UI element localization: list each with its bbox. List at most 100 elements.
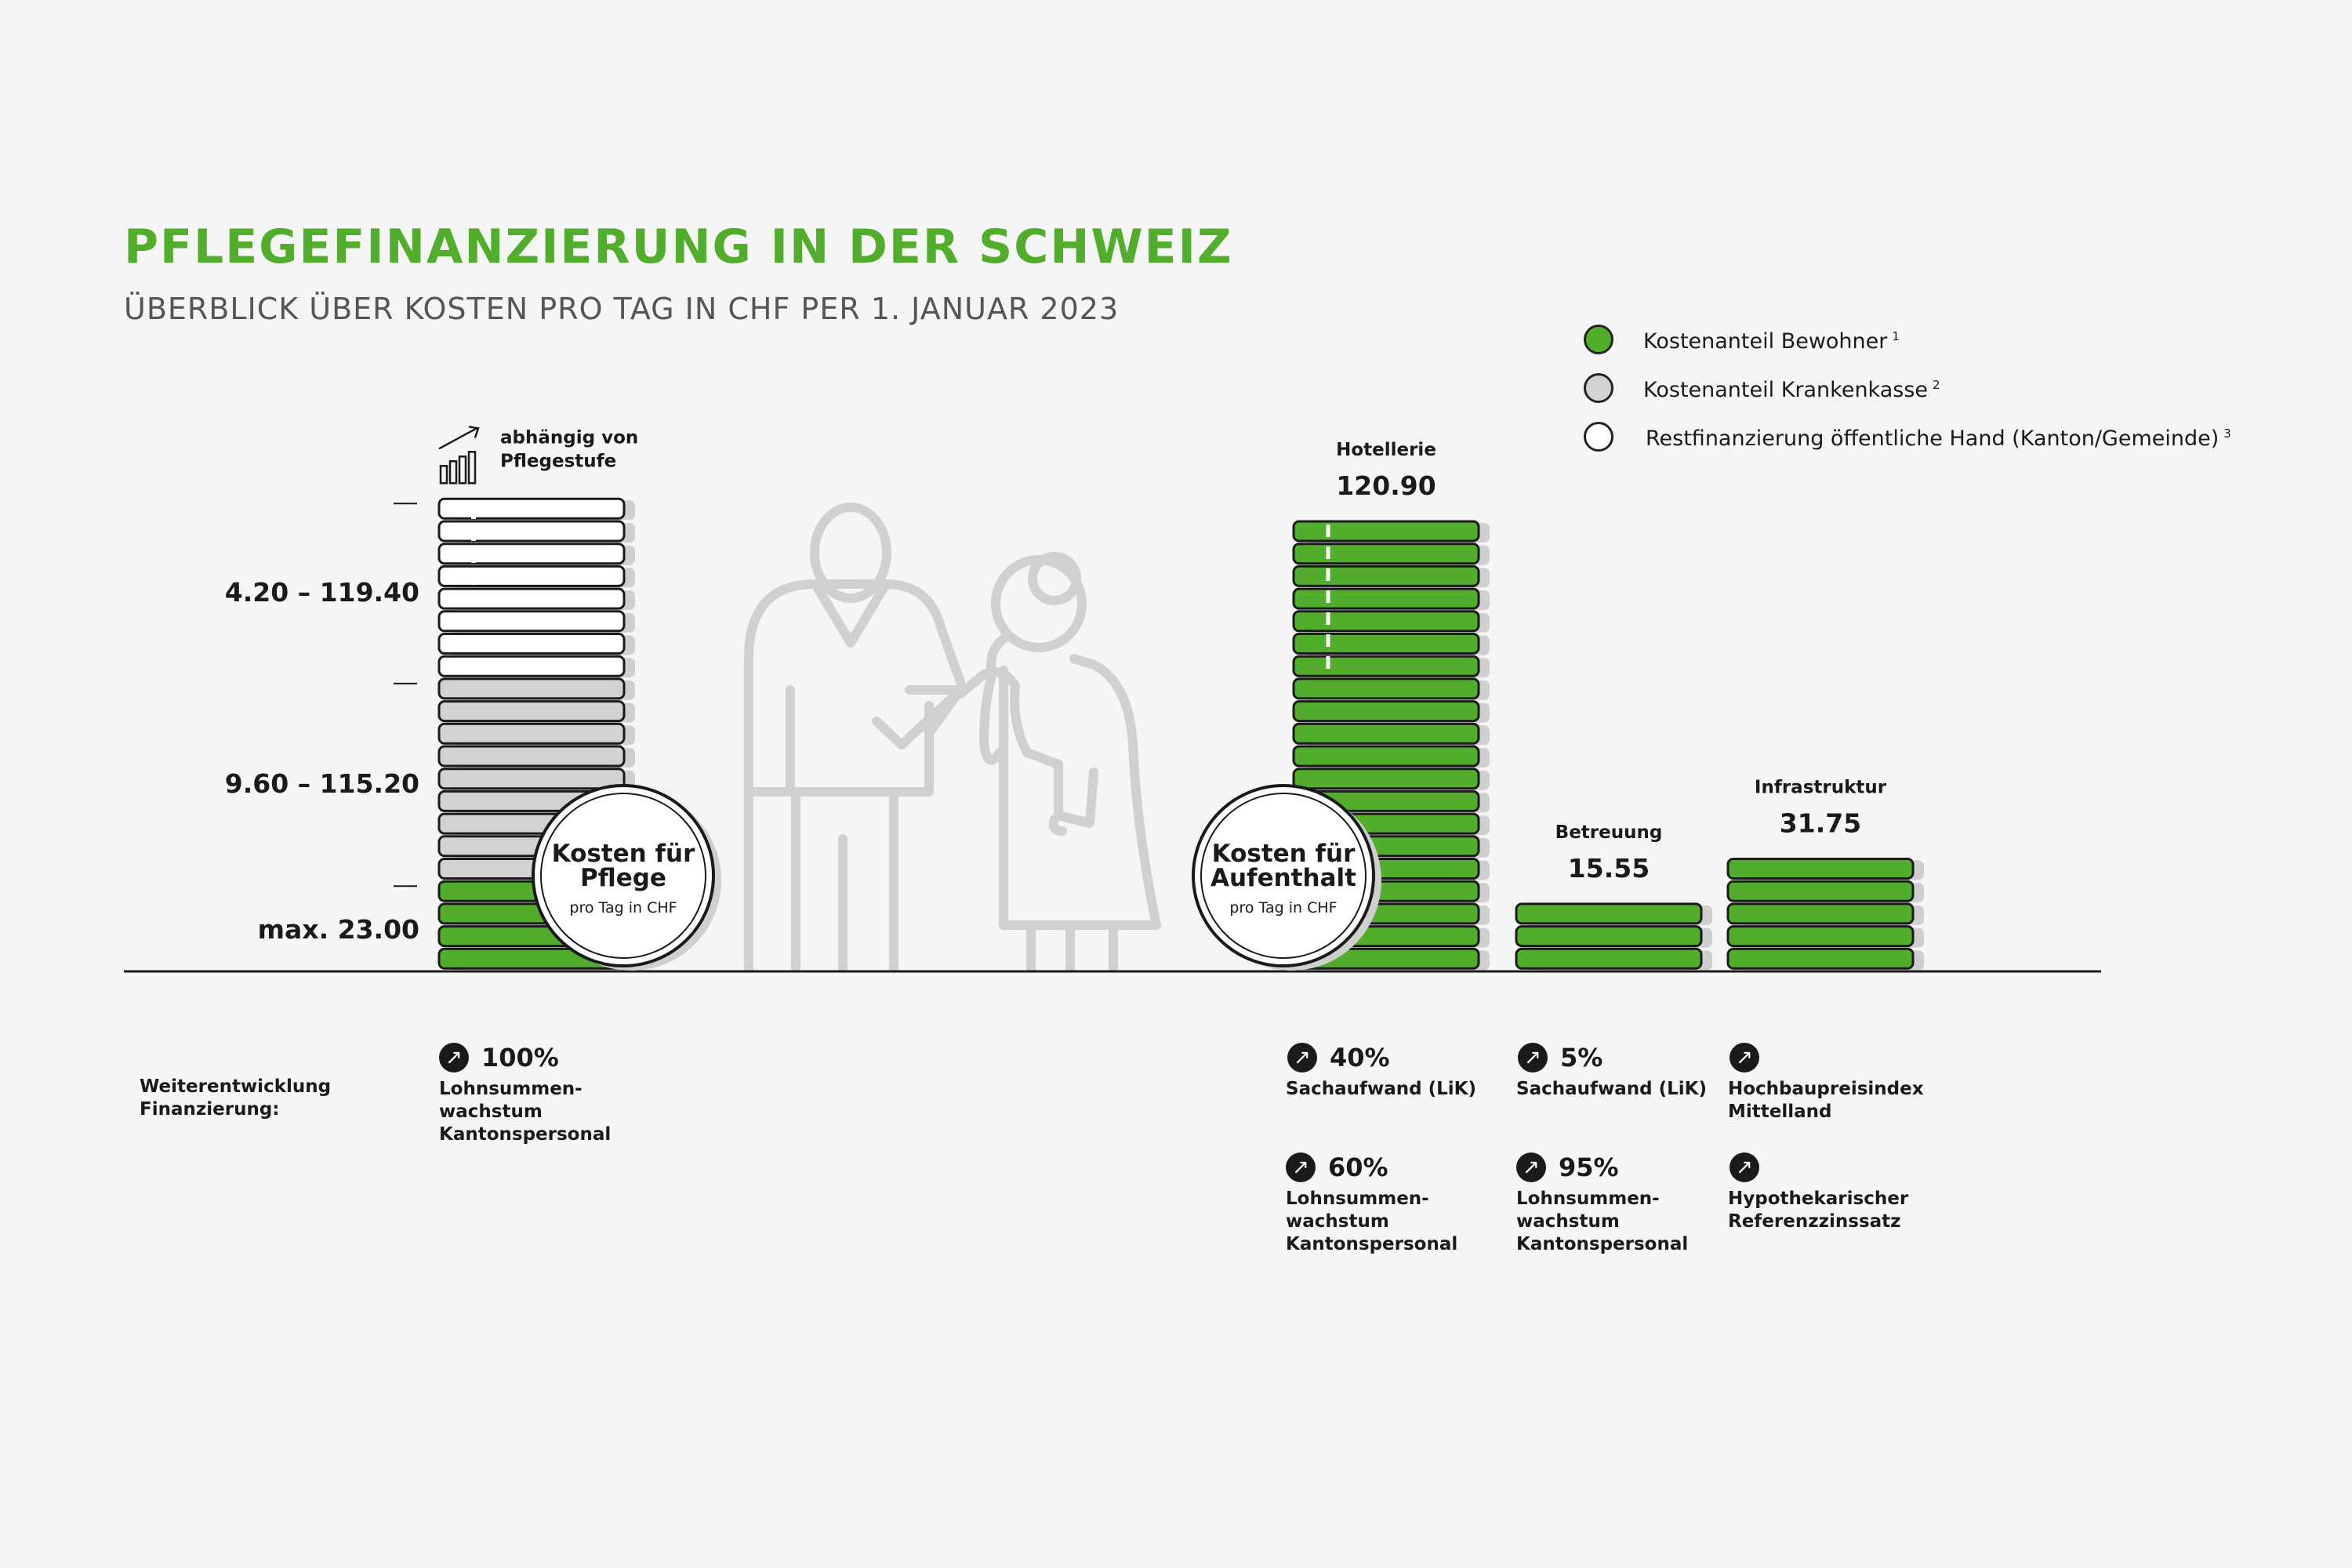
pflege-segment-1 <box>437 700 626 723</box>
pflege-range-label-0: max. 23.00 <box>258 914 419 945</box>
pflege-note-line-1: abhängig von <box>500 427 638 448</box>
legend-label-restfinanzierung: Restfinanzierung öffentliche Hand (Kanto… <box>1646 426 2220 451</box>
pflege-circle-ring <box>540 793 706 959</box>
aufenthalt-circle-title-1: Kosten für <box>1212 840 1356 868</box>
pflege-range-label-1: 9.60 – 115.20 <box>225 768 419 799</box>
aufenthalt-value-label-2: 31.75 <box>1780 808 1861 839</box>
badge-text: Lohnsummen- wachstum Kantonspersonal <box>1516 1189 1689 1254</box>
pflege-segment-2 <box>437 633 626 655</box>
legend-note-1: 1 <box>1892 329 1900 343</box>
badge-text: Lohnsummen- wachstum Kantonspersonal <box>439 1079 612 1145</box>
pflege-segment-2 <box>437 610 626 633</box>
hotellerie-badge-40: ↗ 40% <box>1287 1043 1390 1073</box>
aufenthalt-segment-1 <box>1515 925 1703 948</box>
betreuung-badge-5: ↗ 5% <box>1518 1043 1602 1073</box>
badge-pct: 100% <box>481 1043 559 1073</box>
badge-text: Sachaufwand (LiK) <box>1286 1079 1476 1099</box>
pflege-segment-1 <box>437 768 626 790</box>
aufenthalt-segment-0 <box>1292 520 1480 543</box>
badge-text: Hochbaupreisindex Mittelland <box>1728 1079 1924 1122</box>
arrow-up-right-icon: ↗ <box>1518 1043 1548 1073</box>
aufenthalt-segment-0 <box>1292 722 1480 745</box>
pflege-segment-1 <box>437 722 626 745</box>
aufenthalt-value-label-0: 120.90 <box>1336 470 1436 501</box>
aufenthalt-segment-0 <box>1292 610 1480 633</box>
pflege-circle-title-2: Pflege <box>580 864 666 892</box>
aufenthalt-circle-title-2: Aufenthalt <box>1210 864 1356 892</box>
aufenthalt-category-label-2: Infrastruktur <box>1755 778 1887 798</box>
legend-swatch-green <box>1584 325 1613 354</box>
arrow-up-right-icon: ↗ <box>1730 1152 1759 1182</box>
aufenthalt-segment-0 <box>1292 543 1480 565</box>
chart-subtitle: ÜBERBLICK ÜBER KOSTEN PRO TAG IN CHF PER… <box>124 292 1120 326</box>
icon-bar-0 <box>439 465 448 485</box>
aufenthalt-segment-0 <box>1292 700 1480 723</box>
aufenthalt-segment-0 <box>1292 587 1480 610</box>
arrow-up-right-icon: ↗ <box>1516 1152 1546 1182</box>
arrow-up-right-icon: ↗ <box>439 1043 469 1073</box>
aufenthalt-segment-1 <box>1515 947 1703 970</box>
icon-bar-2 <box>458 456 467 485</box>
aufenthalt-circle <box>1192 784 1375 967</box>
aufenthalt-segment-0 <box>1292 745 1480 768</box>
arrow-up-right-icon: ↗ <box>1730 1043 1759 1073</box>
arrow-up-right-icon: ↗ <box>1287 1043 1317 1073</box>
legend-swatch-grey <box>1584 373 1613 403</box>
aufenthalt-segment-0 <box>1292 564 1480 587</box>
aufenthalt-circle-ring <box>1200 793 1367 959</box>
pflege-range-label-2: 4.20 – 119.40 <box>225 577 419 608</box>
badge-pct: 95% <box>1559 1152 1619 1182</box>
chart-title: PFLEGEFINANZIERUNG IN DER SCHWEIZ <box>124 220 1233 274</box>
badge-text: Lohnsummen- wachstum Kantonspersonal <box>1286 1189 1458 1254</box>
aufenthalt-segment-2 <box>1726 947 1915 970</box>
infrastruktur-badge-2: ↗ <box>1730 1152 1772 1182</box>
pflege-segment-1 <box>437 745 626 768</box>
badge-pct: 60% <box>1328 1152 1388 1182</box>
aufenthalt-value-label-1: 15.55 <box>1568 853 1650 884</box>
aufenthalt-segment-1 <box>1515 902 1703 925</box>
pflege-note-line-2: Pflegestufe <box>500 451 616 471</box>
aufenthalt-segment-0 <box>1292 655 1480 677</box>
badge-text: Hypothekarischer Referenzzinssatz <box>1728 1189 1909 1232</box>
caregiver-illustration <box>744 503 1161 973</box>
aufenthalt-segment-2 <box>1726 880 1915 902</box>
aufenthalt-segment-0 <box>1292 768 1480 790</box>
pflege-circle <box>532 784 715 967</box>
pflege-segment-1 <box>437 677 626 700</box>
aufenthalt-segment-2 <box>1726 858 1915 880</box>
aufenthalt-segment-0 <box>1292 633 1480 655</box>
icon-bar-3 <box>467 451 477 485</box>
badge-pct: 5% <box>1560 1043 1603 1073</box>
aufenthalt-segment-2 <box>1726 925 1915 948</box>
pflege-badge-100: ↗ 100% <box>439 1043 559 1073</box>
pflege-segment-2 <box>437 564 626 587</box>
pflege-segment-2 <box>437 543 626 565</box>
badge-pct: 40% <box>1330 1043 1390 1073</box>
hotellerie-badge-60: ↗ 60% <box>1286 1152 1388 1182</box>
betreuung-badge-95: ↗ 95% <box>1516 1152 1619 1182</box>
legend-note-3: 3 <box>2223 426 2231 441</box>
legend-label-krankenkasse: Kostenanteil Krankenkasse <box>1643 378 1929 402</box>
aufenthalt-category-label-0: Hotellerie <box>1336 440 1436 460</box>
pflege-circle-subtitle: pro Tag in CHF <box>569 899 677 916</box>
weiterentwicklung-label: Weiterentwicklung Finanzierung: <box>140 1076 332 1120</box>
aufenthalt-segment-0 <box>1292 677 1480 700</box>
aufenthalt-category-label-1: Betreuung <box>1555 822 1663 843</box>
aufenthalt-circle-subtitle: pro Tag in CHF <box>1229 899 1337 916</box>
icon-trend-line <box>438 426 480 450</box>
legend-swatch-white <box>1584 422 1613 452</box>
aufenthalt-segment-2 <box>1726 902 1915 925</box>
icon-bar-1 <box>448 460 458 485</box>
badge-text: Sachaufwand (LiK) <box>1516 1079 1707 1099</box>
legend-note-2: 2 <box>1933 378 1940 392</box>
chart-labels: max. 23.00 9.60 – 115.20 4.20 – 119.40 abhä… <box>225 426 1887 971</box>
infrastruktur-badge-1: ↗ <box>1730 1043 1772 1073</box>
arrow-up-right-icon: ↗ <box>1286 1152 1316 1182</box>
pflege-segment-2 <box>437 497 626 520</box>
pflege-segment-2 <box>437 587 626 610</box>
legend-label-bewohner: Kostenanteil Bewohner <box>1643 329 1888 354</box>
rising-bar-chart-icon <box>438 426 480 485</box>
pflege-circle-title-1: Kosten für <box>552 840 695 868</box>
pflege-segment-2 <box>437 655 626 677</box>
